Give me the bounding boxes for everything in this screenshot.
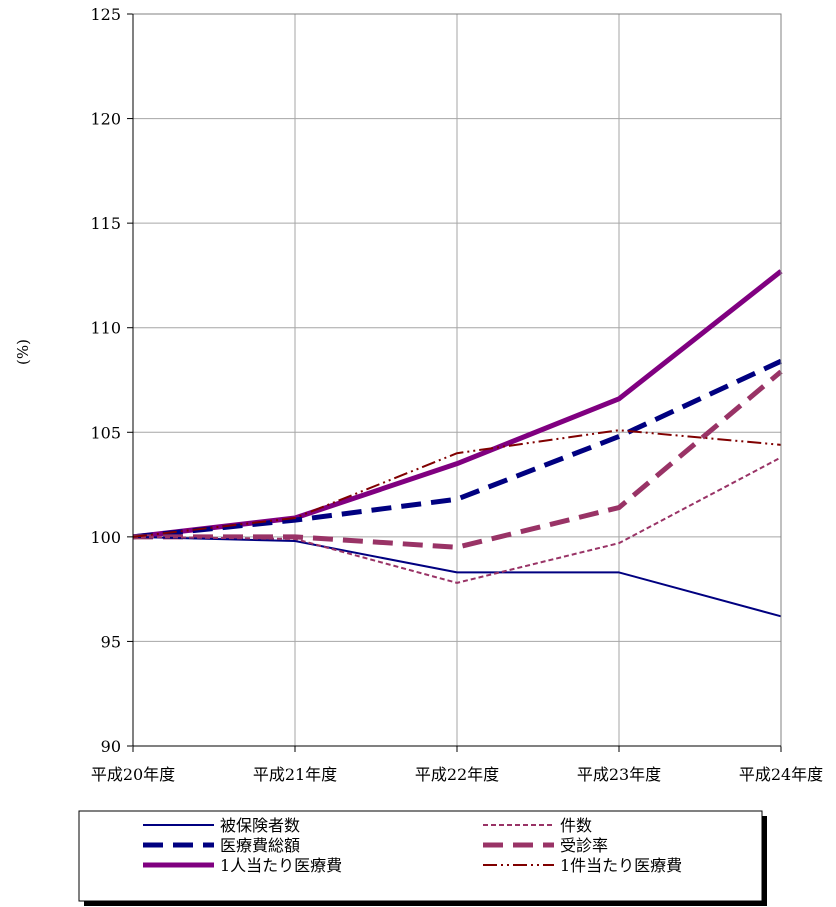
series-lines [132,269,783,618]
x-tick-label: 平成24年度 [739,765,823,784]
grid-lines [132,13,782,747]
legend-label-5: 1件当たり医療費 [560,856,682,875]
legend-label-1: 件数 [560,816,592,835]
y-tick-label: 100 [90,528,121,547]
axes: 90 95 100 105 110 115 120 125 平成20年度 平成21年度 平成22年度… [90,5,823,784]
x-tick-label: 平成20年度 [91,765,175,784]
series-line-5 [132,429,782,538]
series-line-3 [133,369,783,550]
legend-label-4: 1人当たり医療費 [220,856,342,875]
y-tick-label: 95 [101,632,121,651]
y-tick-label: 90 [101,737,121,756]
legend-label-3: 受診率 [560,836,608,855]
y-tick-label: 105 [90,423,121,442]
legend-label-2: 医療費総額 [220,836,300,855]
y-tick-label: 125 [90,5,121,24]
x-tick-label: 平成22年度 [415,765,499,784]
y-tick-label: 120 [90,110,121,129]
x-tick-label: 平成21年度 [253,765,337,784]
series-line-0 [132,535,782,618]
y-tick-label: 110 [90,319,121,338]
series-line-2 [132,358,783,540]
y-axis-label: (%) [14,339,32,365]
y-tick-label: 115 [90,214,121,233]
series-line-1 [132,456,782,584]
legend-label-0: 被保険者数 [220,816,300,835]
x-tick-label: 平成23年度 [577,765,661,784]
